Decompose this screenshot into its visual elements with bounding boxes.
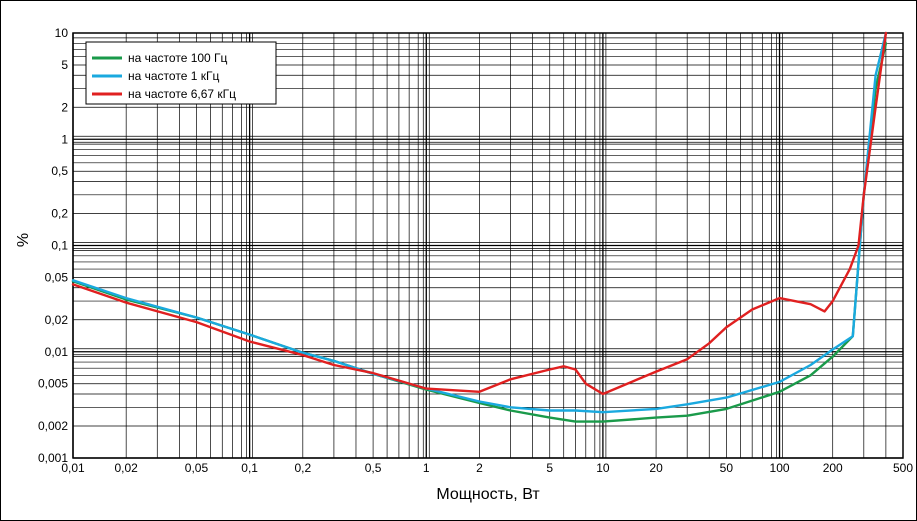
x-tick-label: 5 bbox=[546, 461, 553, 475]
x-tick-label: 0,1 bbox=[241, 461, 258, 475]
series-line-2 bbox=[71, 31, 888, 414]
y-tick-label: 0,2 bbox=[51, 207, 68, 221]
x-tick-label: 0,5 bbox=[365, 461, 382, 475]
legend-label-2: на частоте 1 кГц bbox=[128, 69, 219, 83]
legend-label-1: на частоте 100 Гц bbox=[128, 51, 228, 65]
x-tick-label: 0,2 bbox=[294, 461, 311, 475]
x-tick-label: 100 bbox=[770, 461, 790, 475]
y-tick-label: 10 bbox=[55, 26, 69, 40]
series-line-3 bbox=[71, 31, 888, 396]
plot-area bbox=[72, 32, 904, 459]
legend: на частоте 100 Гц на частоте 1 кГц на част… bbox=[85, 41, 277, 105]
y-tick-label: 0,05 bbox=[45, 270, 69, 284]
x-tick-label: 2 bbox=[476, 461, 483, 475]
tick-labels: 0,01 0,02 0,05 0,1 0,2 0,5 1 2 5 10 20 50 100 200 500 1… bbox=[38, 26, 913, 475]
series-layer bbox=[71, 31, 888, 423]
y-tick-label: 0,01 bbox=[45, 345, 69, 359]
y-tick-label: 0,002 bbox=[38, 419, 68, 433]
x-tick-label: 0,02 bbox=[114, 461, 138, 475]
y-tick-label: 0,001 bbox=[38, 451, 68, 465]
x-axis-title: Мощность, Вт bbox=[436, 486, 540, 503]
y-tick-label: 2 bbox=[61, 100, 68, 114]
y-tick-label: 1 bbox=[61, 132, 68, 146]
x-tick-label: 50 bbox=[720, 461, 734, 475]
x-tick-label: 0,05 bbox=[185, 461, 209, 475]
x-tick-label: 10 bbox=[596, 461, 610, 475]
x-tick-label: 200 bbox=[823, 461, 843, 475]
y-tick-label: 0,1 bbox=[51, 239, 68, 253]
x-tick-label: 0,01 bbox=[61, 461, 85, 475]
y-axis-title: % bbox=[15, 233, 32, 247]
y-tick-label: 5 bbox=[61, 58, 68, 72]
y-tick-label: 0,02 bbox=[45, 313, 69, 327]
x-tick-label: 1 bbox=[423, 461, 430, 475]
legend-label-3: на частоте 6,67 кГц bbox=[128, 87, 236, 101]
y-tick-label: 0,005 bbox=[38, 377, 68, 391]
y-tick-label: 0,5 bbox=[51, 164, 68, 178]
x-tick-label: 500 bbox=[893, 461, 913, 475]
x-tick-label: 20 bbox=[649, 461, 663, 475]
